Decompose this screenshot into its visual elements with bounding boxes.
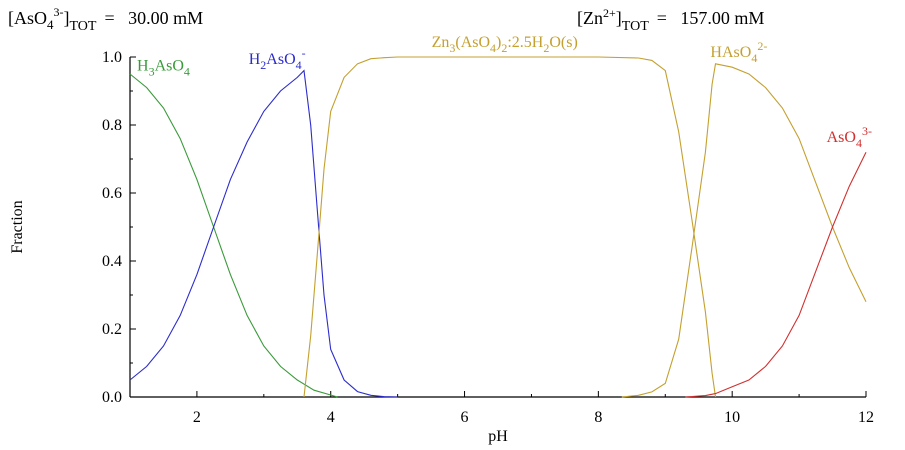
x-axis-title: pH (488, 428, 508, 445)
series-line-h3aso4 (129, 73, 338, 398)
x-tick-label: 2 (193, 409, 201, 426)
header-arsenate-total: [AsO43-]TOT = 30.00 mM (8, 5, 203, 34)
plot-axes (129, 57, 866, 398)
y-ticks: 0.0 0.2 0.4 0.6 0.8 1.0 (102, 49, 136, 406)
y-tick-label: 0.2 (102, 321, 122, 338)
species-label-h2aso4: H2AsO4- (249, 46, 306, 72)
species-label-solid: Zn3(AsO4)2:2.5H2O(s) (432, 34, 578, 55)
series-line-h2aso4 (129, 69, 398, 398)
y-axis-title: Fraction (9, 200, 26, 253)
y-tick-label: 0.0 (102, 389, 122, 406)
species-label-haso4: HAsO42- (710, 39, 767, 65)
y-tick-label: 1.0 (102, 49, 122, 66)
y-tick-label: 0.8 (102, 117, 122, 134)
header-zinc-total: [Zn2+]TOT = 157.00 mM (577, 6, 764, 34)
series-line-haso4 (621, 63, 867, 398)
y-tick-label: 0.6 (102, 185, 122, 202)
series-line-aso4 (685, 151, 867, 398)
y-tick-label: 0.4 (102, 253, 122, 270)
series-line-solid (303, 56, 717, 398)
x-tick-label: 6 (461, 409, 469, 426)
species-label-aso4: AsO43- (827, 124, 872, 150)
plot-series (129, 56, 867, 398)
x-tick-label: 12 (858, 409, 874, 426)
x-tick-label: 4 (327, 409, 335, 426)
x-tick-label: 8 (594, 409, 602, 426)
species-label-h3aso4: H3AsO4 (137, 58, 190, 79)
x-ticks: 2 4 6 8 10 12 (129, 391, 874, 426)
x-tick-label: 10 (724, 409, 740, 426)
species-labels: H3AsO4 H2AsO4- Zn3(AsO4)2:2.5H2O(s) HAsO42-… (137, 34, 872, 150)
